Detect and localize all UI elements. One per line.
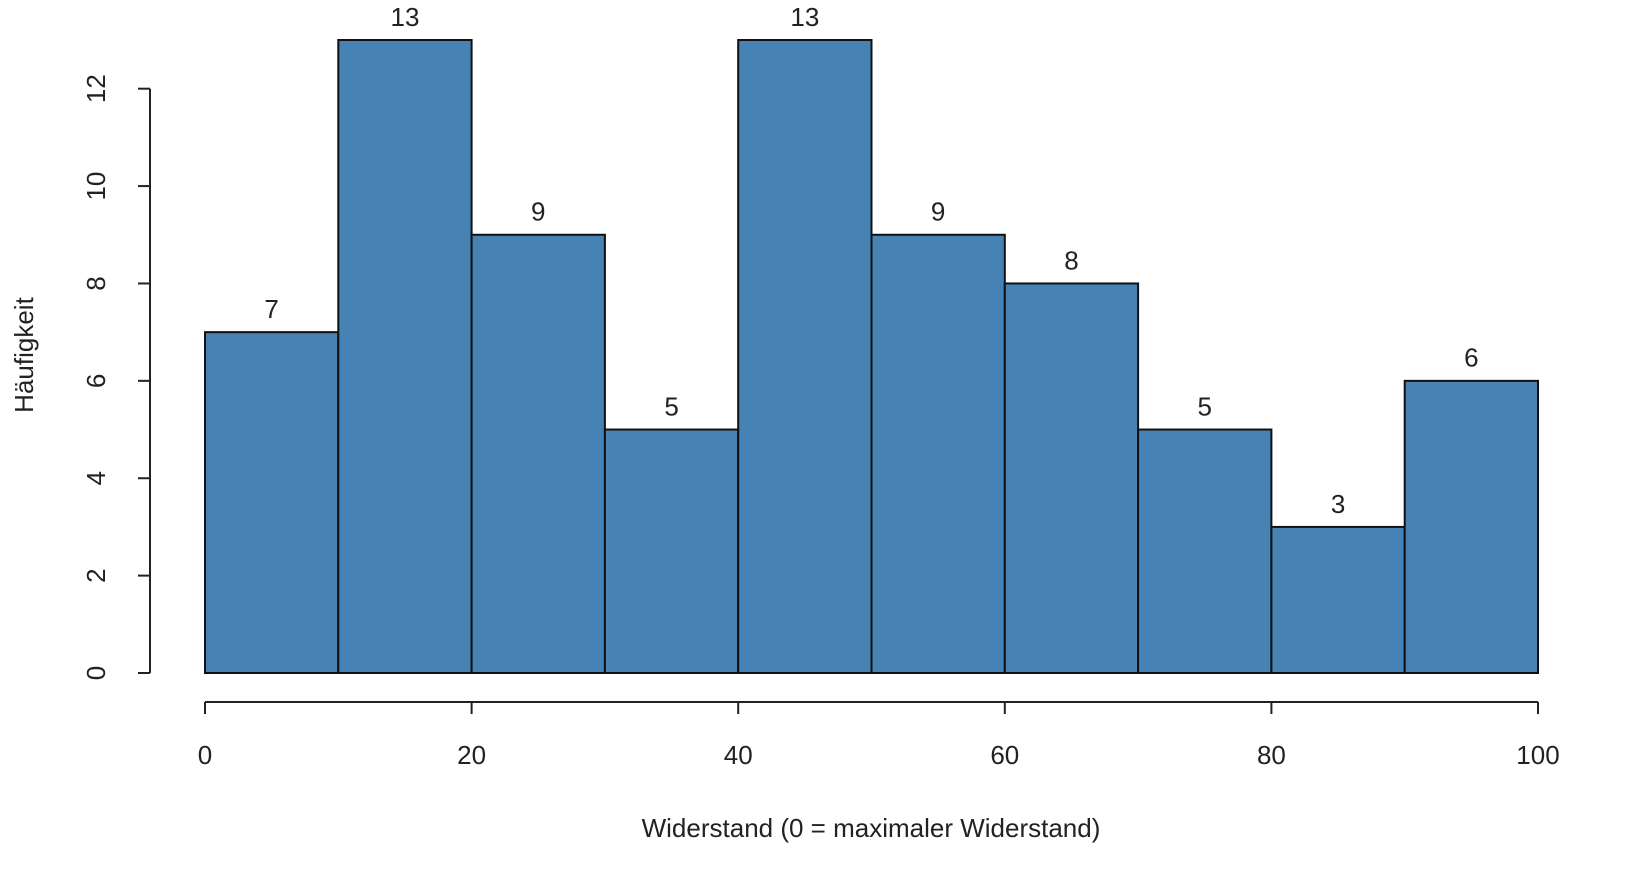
- y-tick-label: 2: [81, 568, 111, 582]
- x-tick-label: 100: [1516, 740, 1559, 770]
- bar: [204, 331, 340, 674]
- data-label: 7: [264, 294, 278, 324]
- bar: [1137, 428, 1273, 674]
- bar: [470, 233, 606, 674]
- data-label: 9: [931, 197, 945, 227]
- data-label: 13: [790, 2, 819, 32]
- bar: [603, 428, 740, 674]
- bar: [1403, 379, 1539, 674]
- x-tick-label: 20: [457, 740, 486, 770]
- y-tick-label: 8: [81, 276, 111, 290]
- y-tick-label: 4: [81, 471, 111, 485]
- data-label: 3: [1331, 489, 1345, 519]
- x-tick-label: 40: [724, 740, 753, 770]
- data-label: 8: [1064, 245, 1078, 275]
- y-axis-label: Häufigkeit: [9, 296, 39, 412]
- y-tick-label: 0: [81, 666, 111, 680]
- x-tick-label: 80: [1257, 740, 1286, 770]
- data-label: 5: [664, 391, 678, 421]
- x-tick-label: 0: [198, 740, 212, 770]
- y-tick-label: 10: [81, 172, 111, 201]
- bar: [737, 39, 873, 674]
- data-label: 13: [390, 2, 419, 32]
- y-tick-label: 12: [81, 74, 111, 103]
- data-label: 5: [1198, 391, 1212, 421]
- x-axis-label: Widerstand (0 = maximaler Widerstand): [642, 813, 1101, 843]
- y-tick-label: 6: [81, 374, 111, 388]
- bar: [1003, 282, 1140, 674]
- bar: [337, 39, 473, 674]
- data-label: 6: [1464, 343, 1478, 373]
- bar: [870, 233, 1006, 674]
- x-tick-label: 60: [990, 740, 1019, 770]
- data-label: 9: [531, 197, 545, 227]
- bar: [1270, 525, 1406, 675]
